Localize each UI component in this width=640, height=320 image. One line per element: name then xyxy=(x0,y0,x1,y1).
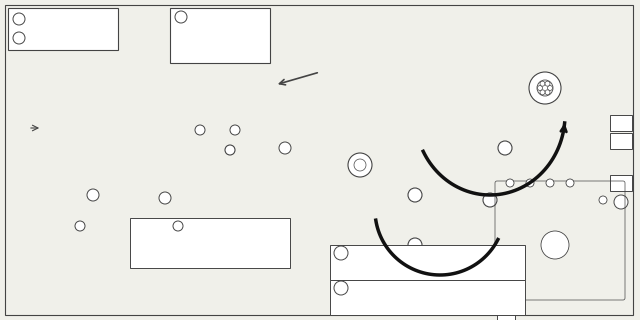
Text: 42037B*D: 42037B*D xyxy=(415,201,458,210)
Circle shape xyxy=(547,85,552,91)
Circle shape xyxy=(540,81,545,86)
Circle shape xyxy=(566,179,574,187)
Circle shape xyxy=(334,281,348,295)
Text: 42037B*E: 42037B*E xyxy=(430,140,472,149)
Text: 42037BA: 42037BA xyxy=(375,247,413,257)
Text: B: B xyxy=(503,294,509,303)
Text: 42037BB: 42037BB xyxy=(452,203,490,212)
Text: 09235*A  (05MY-05MY0408): 09235*A (05MY-05MY0408) xyxy=(353,283,460,292)
Text: 42051A: 42051A xyxy=(368,156,400,164)
Text: W170070  (05MY0409-       ): W170070 (05MY0409- ) xyxy=(353,300,460,309)
Text: 09235*B  (05MY-05MY0408): 09235*B (05MY-05MY0408) xyxy=(353,247,460,257)
Text: 3: 3 xyxy=(619,199,623,204)
Text: 4: 4 xyxy=(179,14,183,20)
Text: 42037C*E: 42037C*E xyxy=(192,12,234,21)
Text: 1: 1 xyxy=(17,17,21,21)
Circle shape xyxy=(540,90,545,95)
Circle shape xyxy=(529,72,561,104)
Text: 42052F: 42052F xyxy=(180,270,211,279)
Text: 4: 4 xyxy=(163,196,167,201)
Text: 5: 5 xyxy=(91,193,95,197)
Text: 42075AA: 42075AA xyxy=(230,209,268,218)
Text: 42086C: 42086C xyxy=(68,247,100,257)
Circle shape xyxy=(526,179,534,187)
Text: 5: 5 xyxy=(339,285,343,291)
Text: 42075A: 42075A xyxy=(35,226,67,235)
Text: 1: 1 xyxy=(78,223,82,228)
Circle shape xyxy=(279,142,291,154)
Text: C: C xyxy=(503,308,509,317)
Text: B: B xyxy=(618,137,624,146)
Bar xyxy=(497,278,515,292)
Circle shape xyxy=(334,246,348,260)
Text: 42037F*B: 42037F*B xyxy=(35,34,77,43)
Circle shape xyxy=(87,189,99,201)
Text: W170069  (05MY0409-       ): W170069 (05MY0409- ) xyxy=(353,266,460,275)
Circle shape xyxy=(545,81,550,86)
Text: 2: 2 xyxy=(283,146,287,150)
Circle shape xyxy=(483,193,497,207)
Circle shape xyxy=(408,238,422,252)
Circle shape xyxy=(541,231,569,259)
Circle shape xyxy=(538,85,543,91)
Text: FRONT: FRONT xyxy=(285,74,314,83)
Bar xyxy=(497,292,515,306)
Bar xyxy=(170,8,270,63)
Circle shape xyxy=(408,188,422,202)
Text: 42086B: 42086B xyxy=(148,93,180,102)
Text: A420001366: A420001366 xyxy=(555,308,604,316)
Circle shape xyxy=(13,32,25,44)
Text: 0474S*B: 0474S*B xyxy=(118,291,154,300)
Bar xyxy=(497,306,515,320)
Text: 42075AY: 42075AY xyxy=(232,108,269,116)
Circle shape xyxy=(75,221,85,231)
Text: 42051B: 42051B xyxy=(468,82,500,91)
Text: 42075AZ: 42075AZ xyxy=(68,125,106,134)
Bar xyxy=(610,175,632,191)
Text: 1: 1 xyxy=(233,127,237,132)
Text: 1: 1 xyxy=(176,223,180,228)
Circle shape xyxy=(173,221,183,231)
Circle shape xyxy=(498,141,512,155)
Circle shape xyxy=(230,125,240,135)
Bar xyxy=(610,115,632,131)
Text: 42063: 42063 xyxy=(335,59,362,68)
Text: 42037C*C: 42037C*C xyxy=(35,14,77,23)
Text: C: C xyxy=(618,179,624,188)
Circle shape xyxy=(537,80,553,96)
Text: 1: 1 xyxy=(198,127,202,132)
Circle shape xyxy=(506,179,514,187)
Circle shape xyxy=(354,159,366,171)
Bar xyxy=(330,280,525,315)
Circle shape xyxy=(348,153,372,177)
Text: 42037CA: 42037CA xyxy=(185,148,223,157)
Circle shape xyxy=(13,13,25,25)
Text: A: A xyxy=(503,281,509,290)
Circle shape xyxy=(599,196,607,204)
Circle shape xyxy=(545,90,550,95)
Bar xyxy=(130,218,290,268)
FancyBboxPatch shape xyxy=(487,177,623,303)
Bar xyxy=(8,8,118,50)
Circle shape xyxy=(225,145,235,155)
Circle shape xyxy=(175,11,187,23)
Circle shape xyxy=(159,192,171,204)
Text: 2: 2 xyxy=(17,36,21,41)
Text: 42075: 42075 xyxy=(148,163,174,172)
Bar xyxy=(610,133,632,149)
Circle shape xyxy=(614,195,628,209)
Text: A: A xyxy=(618,118,624,127)
Text: 3: 3 xyxy=(339,250,343,256)
Text: FIG.421: FIG.421 xyxy=(565,167,597,177)
Text: FIG.050: FIG.050 xyxy=(10,124,42,132)
Text: 42075O: 42075O xyxy=(157,229,190,238)
Circle shape xyxy=(546,179,554,187)
Circle shape xyxy=(195,125,205,135)
Bar xyxy=(330,245,525,280)
